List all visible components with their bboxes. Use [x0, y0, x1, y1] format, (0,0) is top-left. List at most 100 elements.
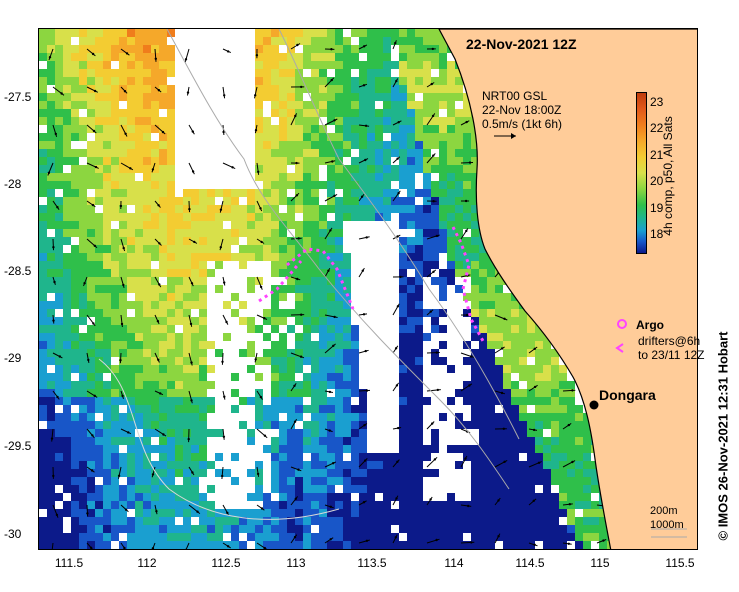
- current-vector: [358, 44, 368, 50]
- sst-pixel: [303, 165, 311, 173]
- sst-pixel: [495, 429, 503, 437]
- sst-pixel: [383, 117, 391, 125]
- sst-pixel: [71, 85, 79, 93]
- sst-pixel: [95, 213, 103, 221]
- sst-pixel: [359, 549, 367, 550]
- sst-pixel: [407, 357, 415, 365]
- sst-pixel: [319, 461, 327, 469]
- current-vector: [120, 86, 128, 94]
- sst-pixel: [95, 181, 103, 189]
- sst-pixel: [343, 61, 351, 69]
- sst-pixel: [167, 325, 175, 333]
- sst-pixel: [127, 357, 135, 365]
- sst-pixel: [247, 197, 255, 205]
- sst-pixel: [519, 541, 527, 549]
- current-vector: [86, 352, 90, 363]
- sst-pixel: [231, 229, 239, 237]
- sst-pixel: [167, 437, 175, 445]
- sst-pixel: [367, 181, 375, 189]
- sst-pixel: [103, 101, 111, 109]
- current-vector-head: [223, 395, 226, 398]
- current-vector-head: [397, 426, 400, 430]
- sst-pixel: [575, 421, 583, 429]
- sst-pixel: [79, 93, 87, 101]
- sst-pixel: [263, 221, 271, 229]
- sst-pixel: [87, 53, 95, 61]
- sst-pixel: [591, 525, 599, 533]
- current-vector-head: [532, 428, 536, 432]
- current-vector-head: [332, 344, 335, 347]
- sst-pixel: [351, 173, 359, 181]
- sst-pixel: [591, 477, 599, 485]
- sst-pixel: [95, 549, 103, 550]
- sst-pixel: [119, 181, 127, 189]
- current-vector: [358, 423, 368, 430]
- sst-pixel: [279, 173, 287, 181]
- sst-pixel: [47, 381, 55, 389]
- current-vector: [221, 352, 224, 365]
- sst-pixel: [399, 541, 407, 549]
- sst-pixel: [215, 429, 223, 437]
- sst-pixel: [39, 237, 47, 245]
- sst-pixel: [175, 429, 183, 437]
- sst-pixel: [535, 325, 543, 333]
- sst-pixel: [567, 413, 575, 421]
- sst-pixel: [135, 157, 143, 165]
- sst-pixel: [263, 53, 271, 61]
- sst-pixel: [527, 429, 535, 437]
- sst-pixel: [79, 101, 87, 109]
- sst-pixel: [519, 421, 527, 429]
- sst-pixel: [103, 421, 111, 429]
- sst-pixel: [271, 245, 279, 253]
- sst-pixel: [311, 445, 319, 453]
- current-vector: [460, 504, 472, 507]
- sst-pixel: [135, 101, 143, 109]
- sst-pixel: [311, 285, 319, 293]
- sst-pixel: [143, 221, 151, 229]
- sst-pixel: [583, 469, 591, 477]
- sst-pixel: [39, 349, 47, 357]
- x-tick-label: 114.5: [515, 556, 545, 570]
- sst-pixel: [439, 141, 447, 149]
- sst-pixel: [71, 165, 79, 173]
- sst-pixel: [463, 517, 471, 525]
- sst-pixel: [439, 229, 447, 237]
- sst-pixel: [399, 405, 407, 413]
- sst-pixel: [407, 133, 415, 141]
- sst-pixel: [359, 29, 367, 37]
- sst-pixel: [383, 101, 391, 109]
- sst-pixel: [535, 501, 543, 509]
- sst-pixel: [319, 349, 327, 357]
- sst-pixel: [295, 77, 303, 85]
- current-vector-head: [158, 242, 161, 245]
- sst-pixel: [287, 85, 295, 93]
- sst-pixel: [343, 533, 351, 541]
- sst-pixel: [143, 461, 151, 469]
- sst-pixel: [423, 397, 431, 405]
- sst-pixel: [87, 485, 95, 493]
- sst-pixel: [295, 101, 303, 109]
- sst-pixel: [439, 69, 447, 77]
- sst-pixel: [71, 277, 79, 285]
- sst-pixel: [359, 413, 367, 421]
- sst-pixel: [151, 421, 159, 429]
- sst-pixel: [487, 541, 495, 549]
- sst-pixel: [95, 173, 103, 181]
- sst-pixel: [287, 493, 295, 501]
- sst-pixel: [279, 549, 287, 550]
- sst-pixel: [375, 469, 383, 477]
- sst-pixel: [271, 365, 279, 373]
- sst-pixel: [95, 525, 103, 533]
- sst-pixel: [351, 429, 359, 437]
- sst-pixel: [559, 525, 567, 533]
- sst-pixel: [343, 309, 351, 317]
- sst-pixel: [303, 301, 311, 309]
- sst-pixel: [455, 157, 463, 165]
- sst-pixel: [143, 469, 151, 477]
- sst-pixel: [39, 261, 47, 269]
- sst-pixel: [223, 301, 231, 309]
- current-vector: [528, 498, 537, 506]
- sst-pixel: [87, 149, 95, 157]
- sst-pixel: [287, 245, 295, 253]
- current-vector-head: [333, 194, 336, 197]
